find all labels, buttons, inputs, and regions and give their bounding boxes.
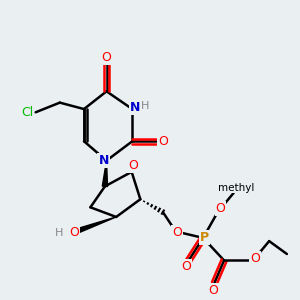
Text: O: O	[102, 51, 112, 64]
Text: O: O	[172, 226, 182, 239]
Text: methyl: methyl	[218, 183, 255, 193]
Text: P: P	[200, 231, 209, 244]
Polygon shape	[75, 217, 116, 234]
Text: H: H	[55, 228, 63, 238]
Text: O: O	[216, 202, 226, 215]
Text: O: O	[158, 135, 168, 148]
Text: Cl: Cl	[21, 106, 33, 119]
Text: H: H	[141, 100, 149, 111]
Text: O: O	[208, 284, 218, 297]
Text: O: O	[70, 226, 80, 239]
Polygon shape	[102, 160, 107, 187]
Text: N: N	[130, 101, 140, 114]
Text: O: O	[181, 260, 191, 273]
Text: N: N	[98, 154, 109, 167]
Text: O: O	[250, 253, 260, 266]
Text: O: O	[128, 159, 138, 172]
